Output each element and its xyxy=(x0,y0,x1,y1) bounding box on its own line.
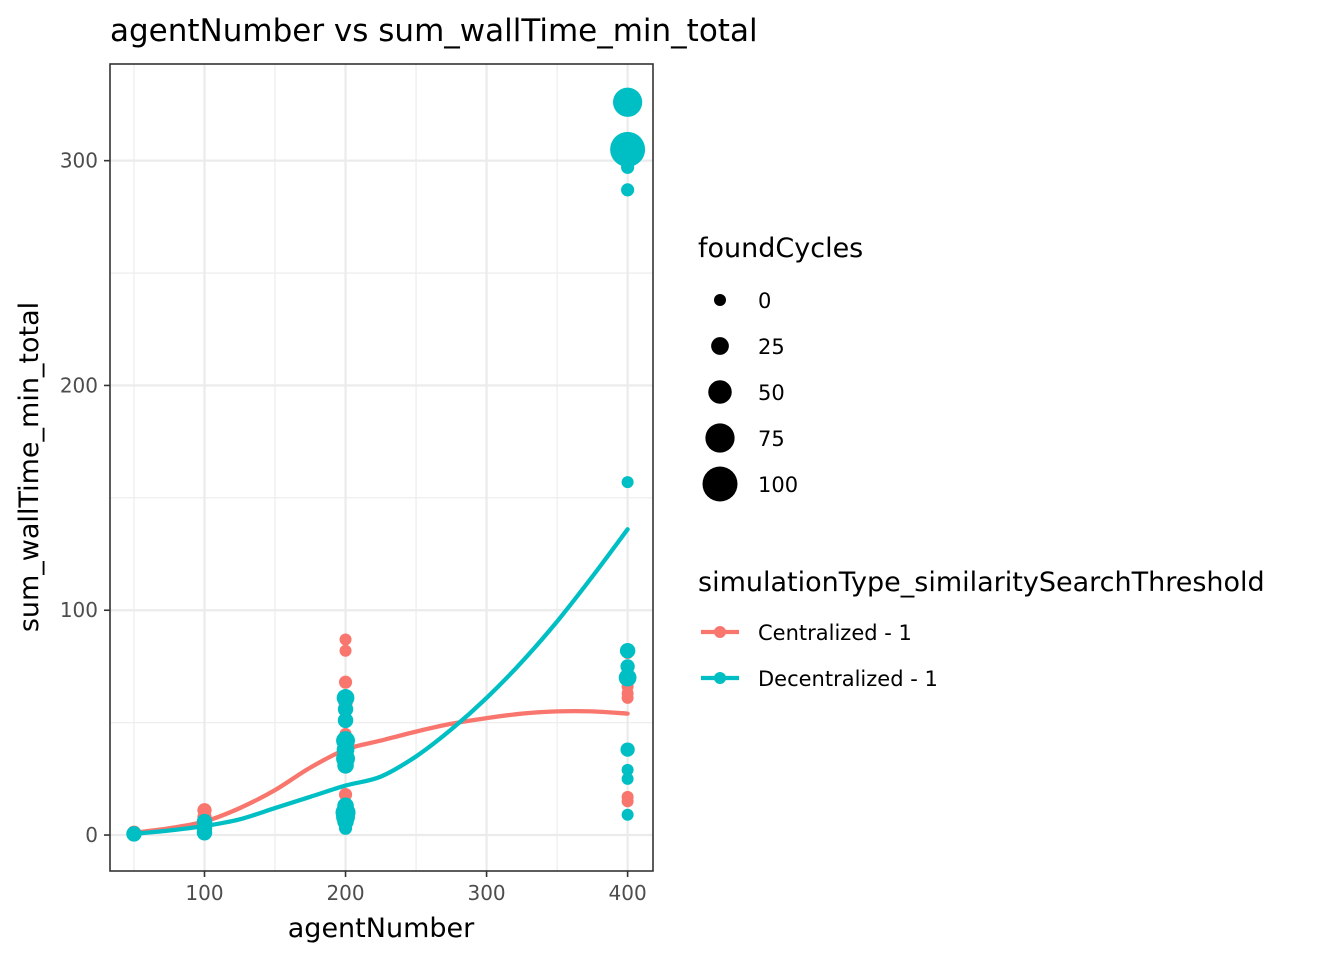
y-axis-ticks: 0 100 200 300 xyxy=(60,149,110,847)
x-tick-label: 300 xyxy=(467,881,505,905)
y-tick-label: 0 xyxy=(85,823,98,847)
color-legend-title: simulationType_similaritySearchThreshold xyxy=(698,567,1265,598)
y-tick-label: 300 xyxy=(60,149,98,173)
x-tick-label: 200 xyxy=(326,881,364,905)
data-point xyxy=(620,742,635,757)
size-legend-label: 0 xyxy=(758,289,771,313)
smooth-line xyxy=(131,708,630,835)
size-legend-label: 50 xyxy=(758,381,785,405)
data-point xyxy=(621,183,635,197)
data-point xyxy=(621,763,634,776)
data-point xyxy=(336,689,355,707)
size-legend-key xyxy=(711,337,729,355)
data-point xyxy=(612,87,643,117)
data-point xyxy=(337,701,354,717)
size-legend-title: foundCycles xyxy=(698,233,863,264)
data-point xyxy=(621,691,634,704)
color-legend: Centralized - 1 Decentralized - 1 xyxy=(701,621,938,691)
x-tick-label: 100 xyxy=(185,881,223,905)
data-point xyxy=(621,476,634,489)
color-legend-label: Decentralized - 1 xyxy=(758,667,938,691)
size-legend-label: 25 xyxy=(758,335,785,359)
data-point xyxy=(621,772,634,785)
x-axis-ticks: 100 200 300 400 xyxy=(185,871,647,905)
chart-title: agentNumber vs sum_wallTime_min_total xyxy=(110,13,758,49)
data-point xyxy=(126,826,142,842)
data-point xyxy=(610,131,646,167)
data-point xyxy=(338,787,353,802)
data-point xyxy=(621,795,634,808)
data-points xyxy=(126,87,646,842)
color-legend-dot xyxy=(714,626,726,638)
size-legend-key xyxy=(714,294,726,306)
y-tick-label: 200 xyxy=(60,373,98,397)
y-tick-label: 100 xyxy=(60,598,98,622)
size-legend-label: 100 xyxy=(758,473,798,497)
y-axis-title: sum_wallTime_min_total xyxy=(14,302,45,632)
size-legend-key xyxy=(705,423,735,453)
data-point xyxy=(337,712,354,729)
data-point xyxy=(337,757,354,774)
data-point xyxy=(196,825,213,841)
data-point xyxy=(339,644,352,657)
color-legend-label: Centralized - 1 xyxy=(758,621,912,645)
x-tick-label: 400 xyxy=(609,881,647,905)
data-point xyxy=(339,633,352,646)
data-point xyxy=(619,642,636,659)
color-legend-dot xyxy=(714,672,726,684)
data-point xyxy=(621,160,635,174)
x-axis-title: agentNumber xyxy=(288,913,475,944)
plot-background xyxy=(110,64,653,871)
size-legend: 0 25 50 75 100 xyxy=(702,289,798,502)
smooth-line xyxy=(131,527,630,837)
data-point xyxy=(621,808,634,821)
size-legend-label: 75 xyxy=(758,427,785,451)
data-point xyxy=(338,821,353,835)
smooth-lines xyxy=(131,527,630,837)
size-legend-key xyxy=(708,380,732,404)
data-point xyxy=(338,675,353,689)
data-point xyxy=(618,668,637,687)
plot-border xyxy=(109,63,654,872)
size-legend-key xyxy=(702,466,738,502)
